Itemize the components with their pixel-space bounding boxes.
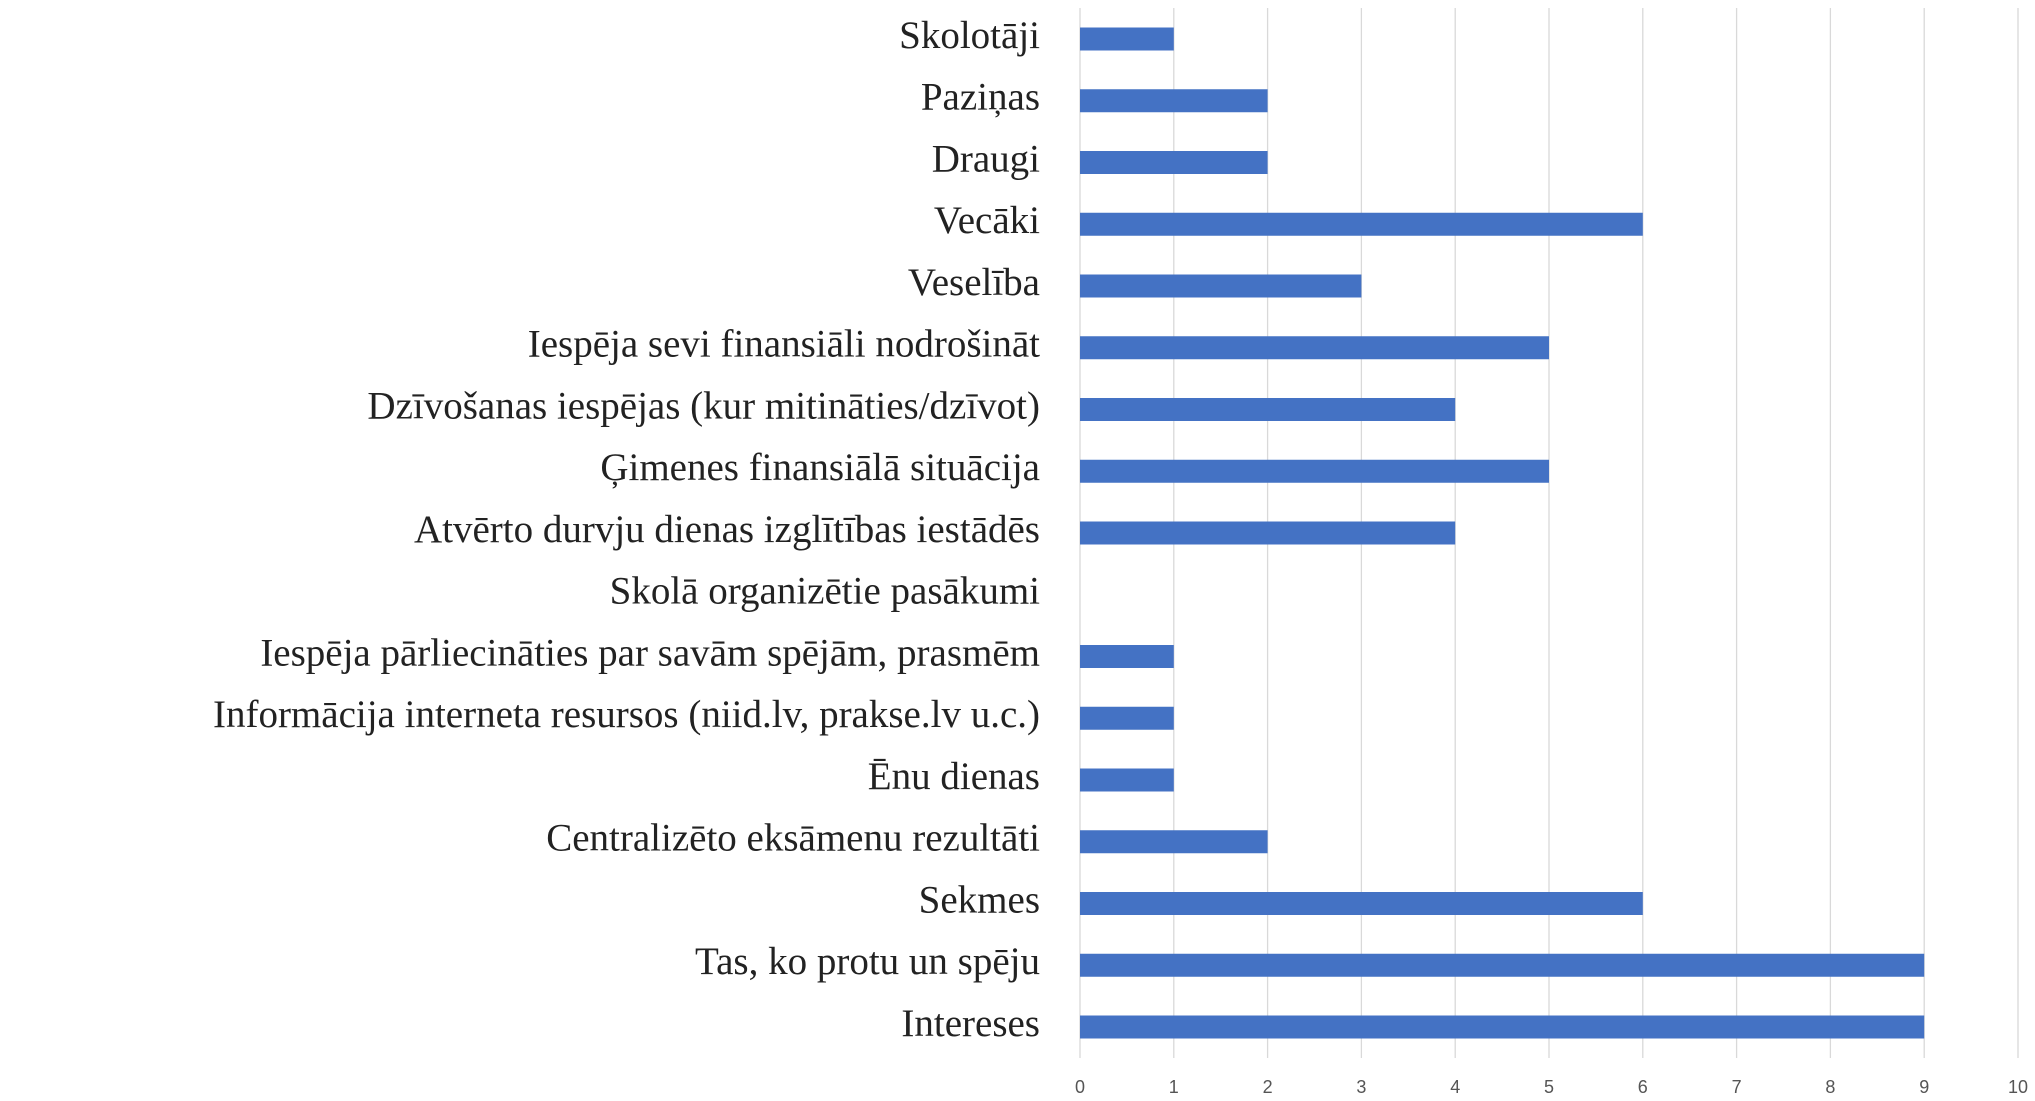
x-tick-label: 1 xyxy=(1169,1077,1179,1097)
x-tick-label: 7 xyxy=(1732,1077,1742,1097)
y-tick-label: Ģimenes finansiālā situācija xyxy=(600,446,1040,489)
x-tick-label: 0 xyxy=(1075,1077,1085,1097)
y-tick-label: Skolotāji xyxy=(899,14,1040,57)
y-tick-label: Sekmes xyxy=(919,878,1040,921)
x-tick-label: 6 xyxy=(1638,1077,1648,1097)
bar xyxy=(1080,151,1268,174)
x-tick-label: 9 xyxy=(1919,1077,1929,1097)
bar xyxy=(1080,398,1456,421)
x-tick-label: 8 xyxy=(1825,1077,1835,1097)
bar xyxy=(1080,953,1925,977)
y-tick-label: Informācija interneta resursos (niid.lv,… xyxy=(213,693,1040,736)
y-tick-label: Iespēja pārliecināties par savām spējām,… xyxy=(260,631,1040,674)
bar xyxy=(1080,336,1549,360)
x-tick-label: 4 xyxy=(1450,1077,1460,1097)
bar xyxy=(1080,645,1174,668)
bar xyxy=(1080,459,1549,483)
y-tick-label: Vecāki xyxy=(934,199,1040,242)
x-tick-label: 3 xyxy=(1356,1077,1366,1097)
bar xyxy=(1080,830,1268,854)
y-tick-label: Draugi xyxy=(932,137,1040,180)
x-tick-label: 5 xyxy=(1544,1077,1554,1097)
bar xyxy=(1080,212,1643,236)
y-tick-label: Atvērto durvju dienas izglītības iestādē… xyxy=(414,508,1040,551)
y-tick-label: Skolā organizētie pasākumi xyxy=(610,570,1040,613)
bar xyxy=(1080,27,1174,51)
y-tick-label: Paziņas xyxy=(921,76,1040,119)
bar xyxy=(1080,89,1268,113)
bar xyxy=(1080,706,1174,730)
bar xyxy=(1080,892,1643,915)
y-tick-label: Veselība xyxy=(908,261,1040,304)
y-tick-label: Tas, ko protu un spēju xyxy=(695,940,1040,983)
bar xyxy=(1080,1015,1925,1039)
y-tick-label: Centralizēto eksāmenu rezultāti xyxy=(546,817,1040,860)
bar xyxy=(1080,274,1362,298)
x-tick-label: 2 xyxy=(1263,1077,1273,1097)
y-tick-label: Dzīvošanas iespējas (kur mitināties/dzīv… xyxy=(367,384,1040,427)
y-tick-label: Ēnu dienas xyxy=(868,755,1040,798)
y-tick-label: Intereses xyxy=(901,1002,1040,1045)
bar xyxy=(1080,521,1456,545)
x-tick-label: 10 xyxy=(2008,1077,2028,1097)
y-tick-label: Iespēja sevi finansiāli nodrošināt xyxy=(528,323,1040,366)
bar xyxy=(1080,768,1174,792)
